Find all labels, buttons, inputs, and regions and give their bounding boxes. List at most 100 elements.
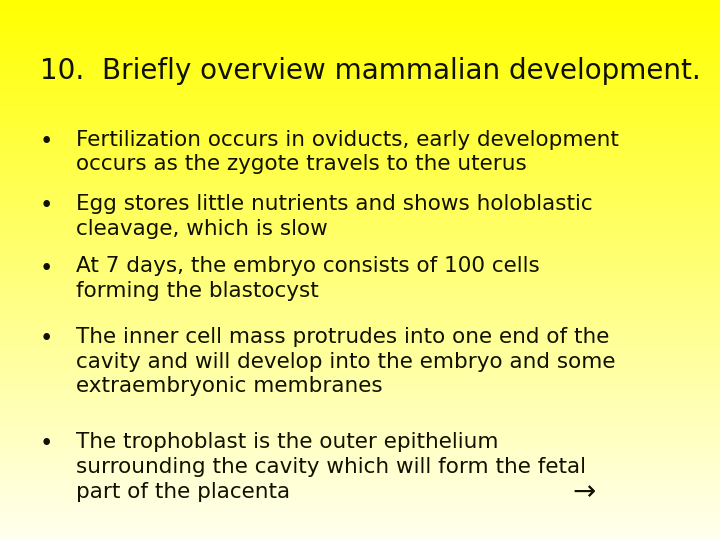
Bar xyxy=(0,148,720,150)
Bar xyxy=(0,404,720,405)
Bar xyxy=(0,191,720,192)
Bar xyxy=(0,364,720,366)
Bar xyxy=(0,508,720,509)
Bar xyxy=(0,537,720,539)
Bar xyxy=(0,274,720,275)
Bar xyxy=(0,361,720,362)
Text: Fertilization occurs in oviducts, early development
occurs as the zygote travels: Fertilization occurs in oviducts, early … xyxy=(76,130,618,174)
Bar xyxy=(0,47,720,49)
Bar xyxy=(0,417,720,418)
Text: The inner cell mass protrudes into one end of the
cavity and will develop into t: The inner cell mass protrudes into one e… xyxy=(76,327,615,396)
Bar xyxy=(0,314,720,316)
Bar xyxy=(0,228,720,230)
Bar xyxy=(0,518,720,519)
Bar xyxy=(0,330,720,332)
Bar xyxy=(0,194,720,195)
Bar xyxy=(0,160,720,162)
Bar xyxy=(0,378,720,379)
Bar xyxy=(0,459,720,460)
Bar xyxy=(0,8,720,9)
Bar xyxy=(0,174,720,176)
Bar xyxy=(0,115,720,116)
Bar xyxy=(0,6,720,8)
Bar xyxy=(0,273,720,274)
Bar xyxy=(0,498,720,500)
Bar xyxy=(0,356,720,357)
Bar xyxy=(0,336,720,338)
Bar xyxy=(0,179,720,181)
Bar xyxy=(0,392,720,393)
Bar xyxy=(0,451,720,453)
Bar xyxy=(0,152,720,154)
Bar xyxy=(0,501,720,502)
Bar xyxy=(0,536,720,537)
Bar xyxy=(0,467,720,469)
Bar xyxy=(0,292,720,293)
Bar xyxy=(0,2,720,3)
Bar xyxy=(0,186,720,187)
Bar xyxy=(0,170,720,172)
Bar xyxy=(0,167,720,168)
Bar xyxy=(0,507,720,508)
Bar xyxy=(0,79,720,81)
Bar xyxy=(0,397,720,399)
Bar xyxy=(0,343,720,345)
Bar xyxy=(0,475,720,476)
Bar xyxy=(0,39,720,40)
Bar xyxy=(0,187,720,189)
Bar xyxy=(0,422,720,424)
Bar xyxy=(0,0,720,2)
Bar xyxy=(0,23,720,24)
Bar xyxy=(0,25,720,27)
Bar xyxy=(0,85,720,86)
Bar xyxy=(0,481,720,482)
Bar xyxy=(0,46,720,47)
Bar xyxy=(0,410,720,411)
Bar xyxy=(0,230,720,231)
Bar xyxy=(0,503,720,505)
Bar xyxy=(0,532,720,534)
Bar xyxy=(0,113,720,115)
Bar xyxy=(0,109,720,111)
Bar xyxy=(0,156,720,157)
Bar xyxy=(0,270,720,271)
Bar xyxy=(0,62,720,63)
Bar xyxy=(0,474,720,475)
Bar xyxy=(0,68,720,69)
Bar xyxy=(0,381,720,382)
Bar xyxy=(0,185,720,186)
Bar xyxy=(0,196,720,197)
Bar xyxy=(0,513,720,514)
Bar xyxy=(0,82,720,84)
Bar xyxy=(0,435,720,436)
Bar xyxy=(0,281,720,282)
Bar xyxy=(0,453,720,454)
Bar xyxy=(0,427,720,428)
Bar xyxy=(0,402,720,404)
Bar xyxy=(0,131,720,132)
Bar xyxy=(0,362,720,363)
Bar xyxy=(0,40,720,42)
Bar xyxy=(0,28,720,30)
Bar xyxy=(0,172,720,173)
Bar xyxy=(0,96,720,97)
Bar xyxy=(0,14,720,15)
Bar xyxy=(0,287,720,289)
Bar xyxy=(0,436,720,437)
Bar xyxy=(0,447,720,448)
Bar xyxy=(0,455,720,456)
Bar xyxy=(0,249,720,251)
Bar xyxy=(0,354,720,355)
Bar xyxy=(0,408,720,409)
Bar xyxy=(0,464,720,465)
Bar xyxy=(0,346,720,347)
Bar xyxy=(0,231,720,232)
Bar xyxy=(0,141,720,143)
Bar xyxy=(0,521,720,523)
Bar xyxy=(0,54,720,56)
Bar xyxy=(0,90,720,92)
Bar xyxy=(0,485,720,486)
Bar xyxy=(0,308,720,309)
Bar xyxy=(0,483,720,485)
Bar xyxy=(0,132,720,134)
